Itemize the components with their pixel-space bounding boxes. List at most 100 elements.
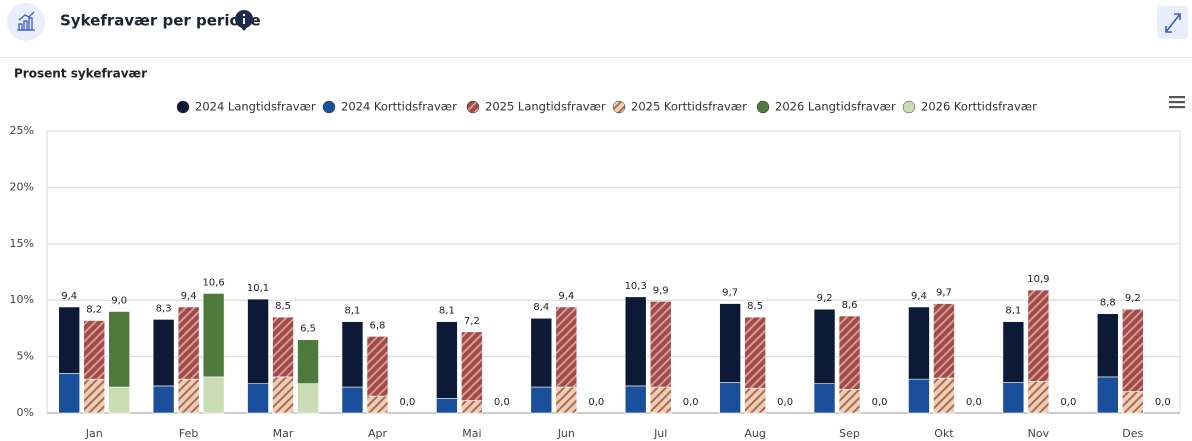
bar-segment	[649, 386, 672, 414]
y-tick-label: 15%	[10, 237, 34, 250]
x-tick-label: Nov	[1028, 427, 1050, 440]
bar-segment	[341, 321, 364, 388]
bar-segment	[83, 320, 106, 380]
total-label: 0,0	[1060, 397, 1076, 408]
header-bg	[0, 0, 1192, 57]
total-label: 9,4	[61, 291, 77, 302]
bar-segment	[58, 373, 81, 414]
total-label: 0,0	[872, 397, 888, 408]
legend-label: 2025 Langtidsfravær	[485, 100, 606, 114]
bar-segment	[744, 316, 766, 389]
legend-marker	[322, 100, 336, 114]
legend-label: 2025 Korttidsfravær	[631, 100, 747, 114]
bar-segment	[341, 386, 364, 414]
legend-marker	[176, 100, 190, 114]
bar-segment	[813, 383, 836, 414]
y-tick-label: 25%	[10, 124, 34, 137]
total-label: 8,3	[156, 303, 172, 314]
bar-segment	[1002, 382, 1025, 414]
total-label: 8,1	[345, 306, 361, 317]
bar-segment	[838, 389, 861, 414]
info-icon[interactable]	[234, 0, 253, 31]
x-tick-label: Des	[1122, 427, 1143, 440]
total-label: 8,5	[275, 301, 291, 312]
legend-marker	[756, 100, 770, 114]
x-tick-label: Okt	[934, 427, 954, 440]
bar-segment	[1027, 289, 1050, 382]
bar-segment	[838, 315, 861, 390]
y-tick-label: 10%	[10, 293, 34, 306]
bar-segment	[649, 301, 672, 388]
bar-segment	[908, 378, 930, 414]
total-label: 6,8	[370, 320, 386, 331]
bar-segment	[908, 306, 930, 380]
bar-segment	[555, 386, 578, 414]
total-label: 8,8	[1100, 298, 1116, 309]
bar-segment	[83, 378, 106, 414]
total-label: 8,6	[842, 300, 858, 311]
legend-label: 2026 Langtidsfravær	[775, 100, 896, 114]
total-label: 8,1	[1005, 306, 1021, 317]
total-label: 7,2	[464, 316, 480, 327]
legend-marker	[466, 100, 480, 114]
total-label: 0,0	[683, 397, 699, 408]
bar-segment	[933, 303, 955, 379]
bar-segment	[152, 319, 175, 387]
x-tick-label: Mai	[462, 427, 481, 440]
bar-segment	[177, 306, 200, 380]
legend-label: 2024 Langtidsfravær	[195, 100, 316, 114]
bar-segment	[461, 331, 483, 401]
total-label: 0,0	[777, 397, 793, 408]
menu-button[interactable]	[1169, 96, 1185, 109]
bar-segment	[297, 339, 319, 384]
x-tick-label: Jun	[557, 427, 575, 440]
total-label: 9,7	[936, 288, 952, 299]
total-label: 9,0	[111, 295, 127, 306]
bar-segment	[272, 376, 294, 414]
total-label: 6,5	[300, 324, 316, 335]
bar-segment	[297, 383, 319, 414]
total-label: 0,0	[588, 397, 604, 408]
total-label: 9,4	[911, 291, 927, 302]
x-tick-label: Aug	[744, 427, 765, 440]
bar-segment	[530, 317, 553, 388]
bar-segment	[1027, 381, 1050, 414]
bar-segment	[152, 385, 175, 414]
bar-segment	[436, 321, 458, 399]
total-label: 8,1	[439, 306, 455, 317]
bar-segment	[366, 395, 389, 414]
legend-marker	[612, 100, 626, 114]
bar-segment	[744, 387, 766, 414]
total-label: 8,2	[86, 305, 102, 316]
bar-segment	[461, 400, 483, 414]
y-tick-label: 0%	[17, 406, 34, 419]
total-label: 10,1	[247, 283, 269, 294]
total-label: 9,2	[817, 293, 833, 304]
total-label: 8,5	[747, 301, 763, 312]
expand-button[interactable]	[1157, 6, 1188, 39]
total-label: 0,0	[494, 397, 510, 408]
bar-segment	[247, 383, 269, 414]
x-tick-label: Feb	[179, 427, 198, 440]
total-label: 10,3	[625, 281, 647, 292]
bar-segment	[1096, 376, 1119, 414]
legend-marker	[902, 100, 916, 114]
total-label: 8,4	[533, 302, 549, 313]
x-tick-label: Jul	[653, 427, 667, 440]
total-label: 9,4	[181, 291, 197, 302]
header-title: Sykefravær per periode	[60, 12, 261, 30]
bar-segment	[58, 306, 81, 374]
y-tick-label: 5%	[17, 350, 34, 363]
bar-segment	[624, 385, 647, 414]
bar-segment	[1096, 313, 1119, 378]
bar-segment	[933, 377, 955, 414]
bar-segment	[555, 306, 578, 388]
bar-segment	[436, 398, 458, 414]
total-label: 0,0	[966, 397, 982, 408]
total-label: 0,0	[1155, 397, 1171, 408]
total-label: 9,2	[1125, 293, 1141, 304]
bar-segment	[719, 382, 741, 414]
bar-segment	[202, 376, 225, 414]
bar-segment	[272, 316, 294, 378]
